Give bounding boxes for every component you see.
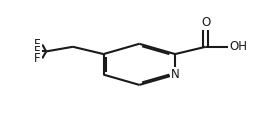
Text: F: F [34,45,41,58]
Text: F: F [34,52,41,65]
Text: F: F [34,38,41,51]
Text: N: N [171,68,180,81]
Text: O: O [201,16,210,29]
Text: OH: OH [230,40,248,53]
